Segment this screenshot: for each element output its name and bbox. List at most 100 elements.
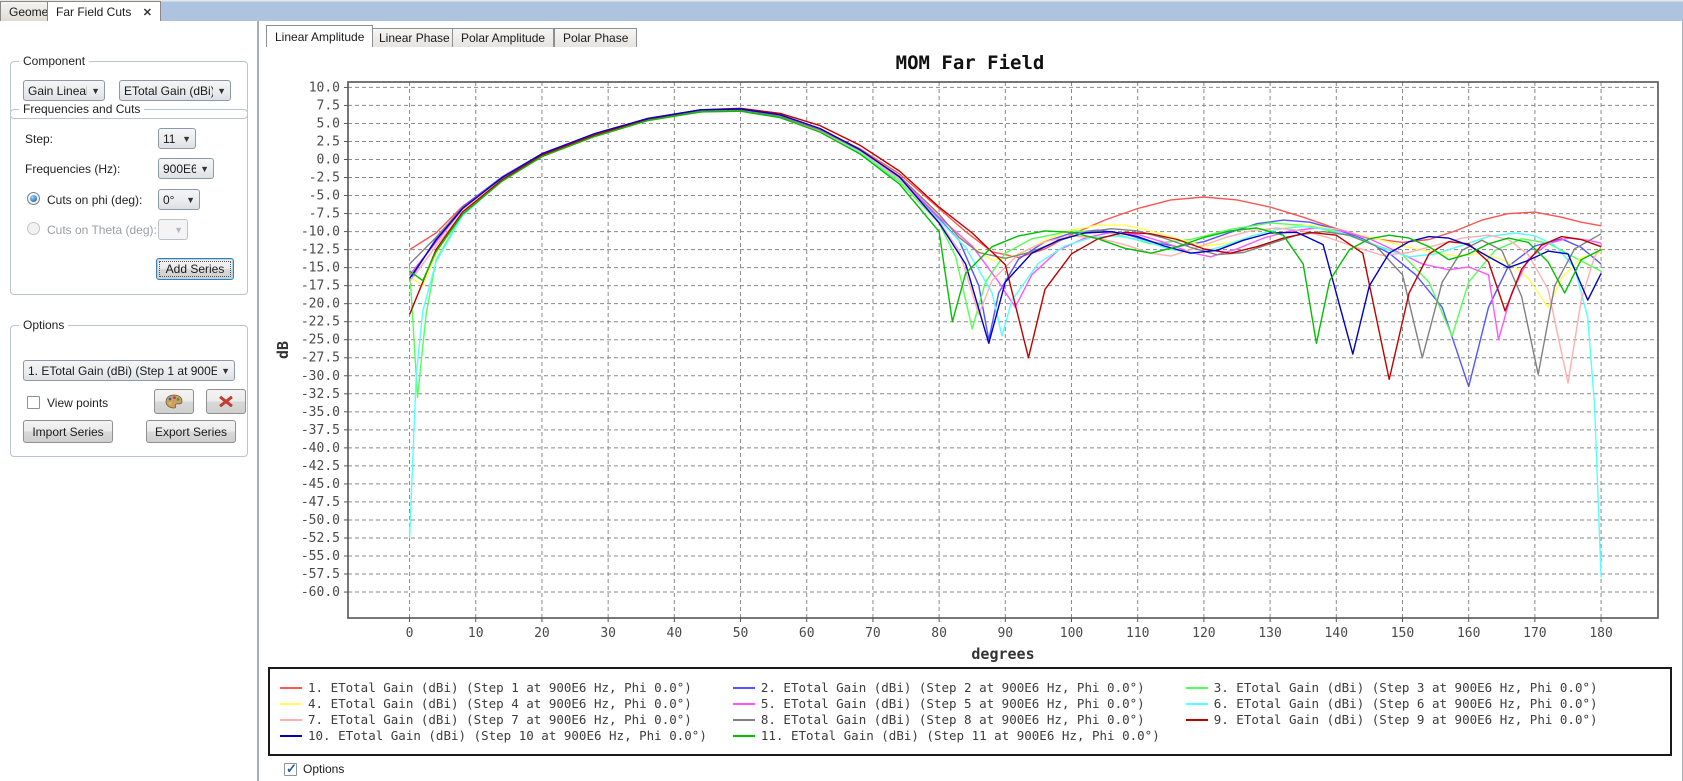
legend-label: 4. ETotal Gain (dBi) (Step 4 at 900E6 Hz…: [308, 696, 692, 711]
legend-label: 9. ETotal Gain (dBi) (Step 9 at 900E6 Hz…: [1213, 712, 1598, 727]
chevron-down-icon: ▼: [217, 85, 226, 96]
legend-label: 3. ETotal Gain (dBi) (Step 3 at 900E6 Hz…: [1213, 680, 1598, 695]
import-series-button[interactable]: Import Series: [23, 420, 113, 443]
svg-text:140: 140: [1325, 626, 1348, 641]
export-series-button[interactable]: Export Series: [146, 420, 236, 443]
step-combo[interactable]: 11 ▼: [158, 128, 196, 149]
legend-line-swatch: [280, 734, 302, 737]
svg-text:150: 150: [1391, 626, 1414, 641]
step-label: Step:: [25, 132, 54, 146]
gain-type-combo[interactable]: Gain Lineal ▼: [23, 80, 105, 101]
svg-text:10.0: 10.0: [309, 80, 340, 95]
legend-label: 10. ETotal Gain (dBi) (Step 10 at 900E6 …: [308, 728, 707, 743]
legend-item: 4. ETotal Gain (dBi) (Step 4 at 900E6 Hz…: [280, 696, 707, 711]
legend-item: 3. ETotal Gain (dBi) (Step 3 at 900E6 Hz…: [1185, 680, 1598, 695]
svg-text:-22.5: -22.5: [301, 315, 340, 330]
series-select-combo[interactable]: 1. ETotal Gain (dBi) (Step 1 at 900E6 H.…: [23, 360, 235, 381]
svg-text:-2.5: -2.5: [309, 171, 340, 186]
frequencies-cuts-groupbox: Frequencies and Cuts Step: 11 ▼ Frequenc…: [10, 102, 248, 295]
legend-item: 8. ETotal Gain (dBi) (Step 8 at 900E6 Hz…: [732, 712, 1160, 727]
legend-label: 2. ETotal Gain (dBi) (Step 2 at 900E6 Hz…: [760, 680, 1145, 695]
legend-item: 9. ETotal Gain (dBi) (Step 9 at 900E6 Hz…: [1185, 712, 1598, 727]
svg-text:0: 0: [406, 626, 414, 641]
svg-text:-47.5: -47.5: [301, 495, 340, 510]
options-checkbox[interactable]: [284, 761, 297, 777]
view-points-checkbox[interactable]: [27, 396, 40, 409]
legend-line-swatch: [280, 702, 302, 705]
cuts-on-phi-radio[interactable]: [27, 192, 40, 205]
svg-text:-32.5: -32.5: [301, 387, 340, 402]
add-series-button[interactable]: Add Series: [156, 258, 234, 280]
chart-area: 0 10 20 30 40 50 60 70 80 90 100 110 120 130 140 150 160…: [262, 47, 1678, 662]
frequencies-combo[interactable]: 900E6 ▼: [158, 158, 214, 179]
tab-linear-amplitude[interactable]: Linear Amplitude: [266, 25, 374, 47]
delete-series-button[interactable]: [206, 389, 246, 414]
tab-polar-amplitude-label: Polar Amplitude: [461, 31, 546, 45]
tab-linear-phase[interactable]: Linear Phase: [370, 28, 459, 47]
chevron-down-icon: ▼: [91, 85, 100, 96]
legend-line-swatch: [732, 702, 755, 705]
svg-text:30: 30: [600, 626, 616, 641]
svg-text:MOM Far Field: MOM Far Field: [896, 52, 1045, 74]
plot-panel: Linear Amplitude Linear Phase Polar Ampl…: [262, 21, 1683, 781]
import-series-label: Import Series: [32, 424, 104, 439]
document-tab-bar: Geometry Far Field Cuts ✕: [0, 0, 1683, 21]
tab-far-field-cuts-label: Far Field Cuts: [56, 5, 132, 19]
svg-text:-30.0: -30.0: [301, 369, 340, 384]
chevron-down-icon: ▼: [186, 194, 195, 205]
legend-line-swatch: [732, 686, 755, 689]
phi-angle-combo[interactable]: 0° ▼: [158, 189, 200, 210]
phi-angle-value: 0°: [163, 192, 175, 207]
svg-text:-60.0: -60.0: [301, 585, 340, 600]
legend-label: 7. ETotal Gain (dBi) (Step 7 at 900E6 Hz…: [308, 712, 692, 727]
svg-text:-17.5: -17.5: [301, 279, 340, 294]
svg-text:10: 10: [468, 626, 484, 641]
palette-icon: [165, 394, 183, 409]
far-field-line-chart: 0 10 20 30 40 50 60 70 80 90 100 110 120 130 140 150 160…: [274, 52, 1659, 662]
chevron-down-icon: ▼: [174, 224, 183, 235]
legend-item: 7. ETotal Gain (dBi) (Step 7 at 900E6 Hz…: [280, 712, 707, 727]
delete-x-icon: [219, 395, 233, 408]
svg-text:90: 90: [997, 626, 1013, 641]
svg-text:-52.5: -52.5: [301, 531, 340, 546]
svg-text:120: 120: [1192, 626, 1215, 641]
svg-text:-55.0: -55.0: [301, 549, 340, 564]
tab-far-field-cuts[interactable]: Far Field Cuts ✕: [47, 1, 161, 21]
svg-text:-20.0: -20.0: [301, 297, 340, 312]
export-series-label: Export Series: [154, 424, 228, 439]
legend-label: 8. ETotal Gain (dBi) (Step 8 at 900E6 Hz…: [760, 712, 1145, 727]
legend-line-swatch: [732, 734, 755, 737]
svg-text:-12.5: -12.5: [301, 243, 340, 258]
svg-text:dB: dB: [274, 341, 292, 359]
chart-legend: 1. ETotal Gain (dBi) (Step 1 at 900E6 Hz…: [268, 667, 1672, 756]
tab-polar-phase[interactable]: Polar Phase: [554, 28, 638, 47]
svg-text:180: 180: [1589, 626, 1612, 641]
tab-polar-amplitude[interactable]: Polar Amplitude: [452, 28, 555, 47]
gain-type-value: Gain Lineal: [28, 83, 88, 98]
legend-item: 2. ETotal Gain (dBi) (Step 2 at 900E6 Hz…: [732, 680, 1160, 695]
svg-text:0.0: 0.0: [317, 152, 340, 167]
component-value: ETotal Gain (dBi): [124, 83, 214, 98]
legend-line-swatch: [732, 718, 755, 721]
svg-text:-50.0: -50.0: [301, 513, 340, 528]
legend-item: 6. ETotal Gain (dBi) (Step 6 at 900E6 Hz…: [1185, 696, 1598, 711]
svg-text:7.5: 7.5: [317, 98, 340, 113]
frequencies-cuts-group-title: Frequencies and Cuts: [19, 102, 145, 116]
cuts-on-theta-radio[interactable]: [27, 222, 40, 235]
svg-text:-15.0: -15.0: [301, 261, 340, 276]
svg-text:100: 100: [1060, 626, 1083, 641]
component-combo[interactable]: ETotal Gain (dBi) ▼: [119, 80, 231, 101]
legend-line-swatch: [280, 686, 302, 689]
svg-text:170: 170: [1523, 626, 1546, 641]
close-icon[interactable]: ✕: [142, 7, 152, 19]
tab-polar-phase-label: Polar Phase: [563, 31, 629, 45]
svg-text:40: 40: [667, 626, 683, 641]
legend-line-swatch: [280, 718, 302, 721]
svg-text:-57.5: -57.5: [301, 567, 340, 582]
cuts-on-phi-label: Cuts on phi (deg):: [47, 193, 143, 207]
legend-label: 5. ETotal Gain (dBi) (Step 5 at 900E6 Hz…: [760, 696, 1145, 711]
chevron-down-icon: ▼: [182, 133, 191, 144]
theta-angle-combo: ▼: [158, 219, 188, 240]
component-groupbox: Component Gain Lineal ▼ ETotal Gain (dBi…: [10, 54, 248, 119]
series-color-button[interactable]: [154, 389, 194, 414]
